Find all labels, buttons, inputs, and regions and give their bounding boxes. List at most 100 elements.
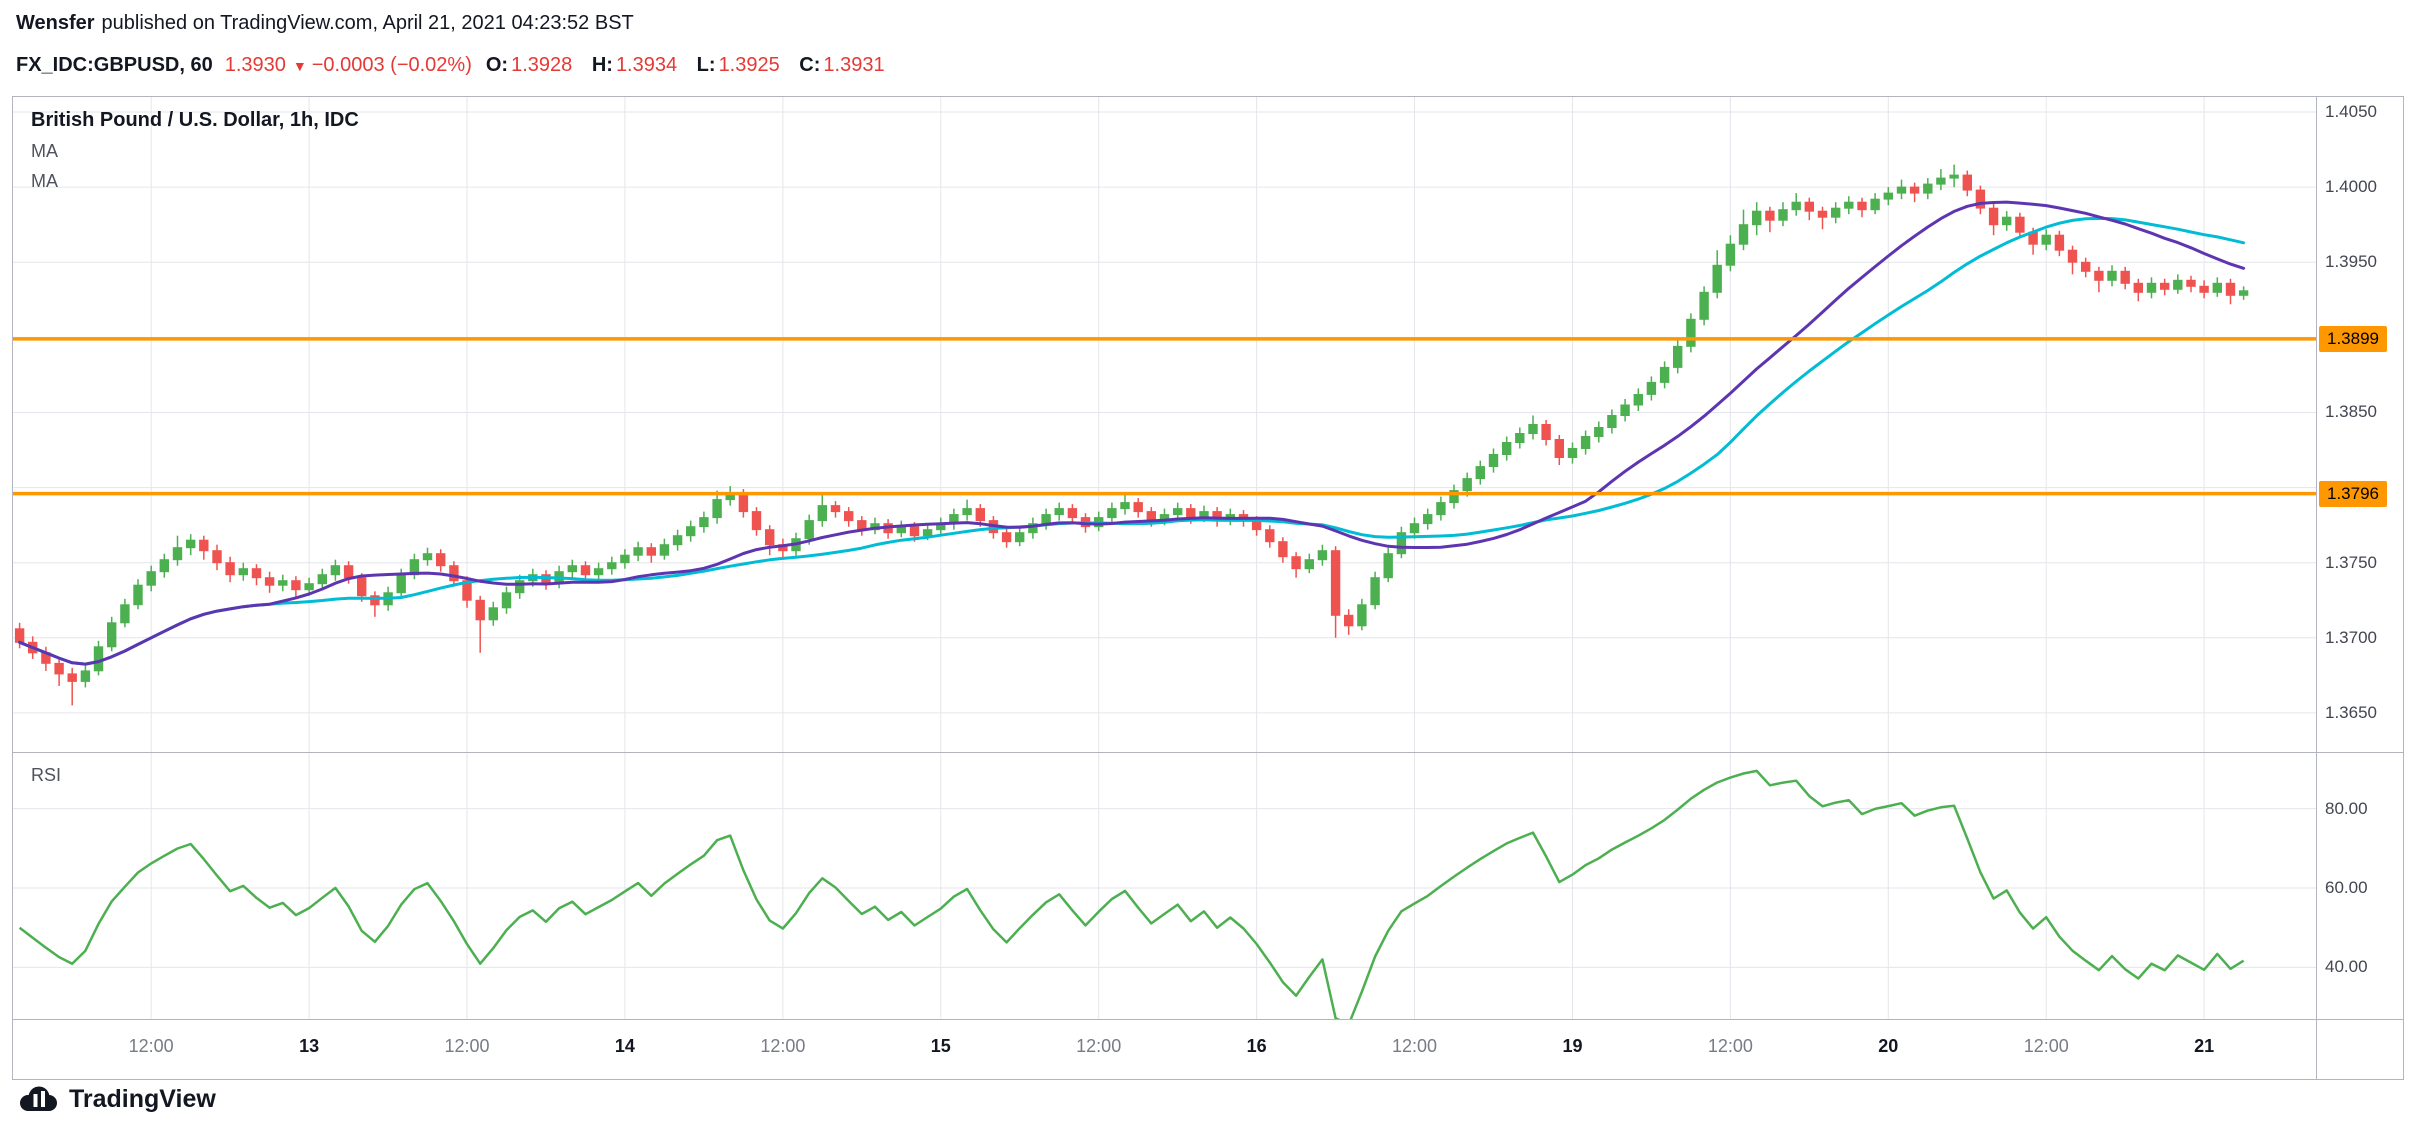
high-label: H: — [591, 54, 613, 76]
close-value: 1.3931 — [823, 54, 885, 76]
candle — [712, 490, 722, 524]
last-price: 1.3930 — [224, 54, 286, 76]
candle — [2146, 277, 2157, 299]
candle — [2225, 278, 2236, 305]
candle — [2186, 275, 2196, 293]
candle — [1173, 502, 1183, 520]
candle — [1896, 179, 1907, 200]
candle — [949, 508, 959, 530]
candle — [501, 586, 512, 614]
candle — [699, 511, 709, 533]
candle — [251, 564, 262, 586]
time-tick-label: 12:00 — [1707, 1036, 1753, 1056]
candle — [1265, 525, 1275, 548]
candle — [1607, 409, 1617, 434]
candle — [646, 543, 656, 563]
candle — [1278, 537, 1288, 563]
candle — [1120, 493, 1130, 515]
rsi-tick-label: 60.00 — [2325, 877, 2368, 897]
price-tick-label: 1.3850 — [2325, 402, 2377, 422]
candle — [1765, 206, 1775, 233]
candle — [1817, 206, 1828, 230]
candle — [278, 574, 288, 592]
price-tick-label: 1.3750 — [2325, 552, 2377, 572]
candle — [1791, 193, 1801, 216]
candle — [2067, 245, 2078, 275]
candle — [1725, 235, 1736, 272]
candle — [238, 562, 249, 581]
candle — [1304, 553, 1314, 574]
candle — [409, 553, 420, 580]
candle — [1488, 448, 1499, 473]
price-change: −0.0003 (−0.02%) — [311, 54, 472, 76]
candle — [1738, 209, 1749, 251]
candle — [159, 553, 170, 578]
candle — [436, 549, 446, 572]
candle — [1594, 421, 1604, 443]
price-tick-label: 1.4000 — [2325, 177, 2377, 197]
candle — [2107, 265, 2117, 287]
price-down-icon: ▼ — [292, 58, 307, 74]
candle — [1094, 511, 1104, 532]
candle — [2054, 230, 2065, 257]
candle — [593, 562, 604, 580]
candle — [317, 568, 328, 590]
candle — [1988, 203, 1999, 236]
pane-divider[interactable] — [13, 752, 2403, 753]
main-price-pane[interactable] — [13, 97, 2316, 752]
candle — [2199, 280, 2209, 299]
candle — [883, 519, 893, 539]
candle — [1659, 361, 1670, 389]
candle — [1028, 517, 1038, 539]
candle — [2160, 278, 2170, 296]
candle — [1449, 484, 1459, 509]
price-tick-label: 1.3950 — [2325, 252, 2377, 272]
tradingview-brand[interactable]: TradingView — [69, 1084, 216, 1113]
tradingview-logo-icon[interactable] — [16, 1084, 60, 1114]
candle — [844, 507, 854, 527]
time-tick-label: 13 — [299, 1036, 320, 1056]
candle — [686, 520, 696, 542]
candle — [1554, 435, 1564, 466]
candle — [1580, 430, 1591, 455]
candle — [186, 534, 196, 556]
ohlc-readout: O: 1.3928 H: 1.3934 L: 1.3925 C: 1.3931 — [472, 54, 885, 77]
candle — [449, 561, 459, 587]
candle — [133, 579, 143, 610]
symbol-title[interactable]: FX_IDC:GBPUSD, 60 — [16, 54, 213, 76]
candle — [580, 561, 591, 581]
candle — [1515, 427, 1525, 449]
candle — [2133, 278, 2144, 302]
time-tick-label: 12:00 — [2023, 1036, 2069, 1056]
candle — [67, 667, 77, 706]
candle — [1409, 517, 1420, 539]
candle — [1633, 388, 1643, 411]
rsi-line — [18, 769, 2245, 1019]
candle — [291, 576, 301, 598]
price-axis-rsi[interactable]: 80.00 60.00 40.00 — [2317, 753, 2403, 1019]
time-tick-label: 12:00 — [128, 1036, 174, 1056]
open-value: 1.3928 — [511, 54, 573, 76]
candle — [1344, 609, 1354, 635]
price-axis-main[interactable]: 1.4050 1.4000 1.3950 1.3850 1.3750 1.3700 1.36… — [2317, 97, 2403, 752]
candle — [672, 529, 683, 551]
open-label: O: — [485, 54, 509, 76]
time-tick-label: 12:00 — [1392, 1036, 1438, 1056]
candle — [1541, 420, 1551, 446]
candle — [1054, 502, 1064, 521]
candle — [2120, 266, 2130, 290]
candle — [1844, 196, 1854, 215]
candle — [1752, 202, 1762, 236]
candle — [2081, 257, 2091, 278]
time-axis[interactable]: 12:00 13 12:00 14 12:00 15 12:00 16 12:00 19 12:00… — [13, 1020, 2316, 1080]
candle — [199, 535, 209, 560]
candle — [475, 595, 485, 653]
candle — [2041, 229, 2051, 251]
candle — [93, 640, 104, 676]
candle — [422, 547, 433, 566]
candle — [751, 507, 762, 536]
candle — [1620, 399, 1630, 422]
candle — [1502, 436, 1512, 461]
rsi-pane[interactable] — [13, 753, 2316, 1019]
